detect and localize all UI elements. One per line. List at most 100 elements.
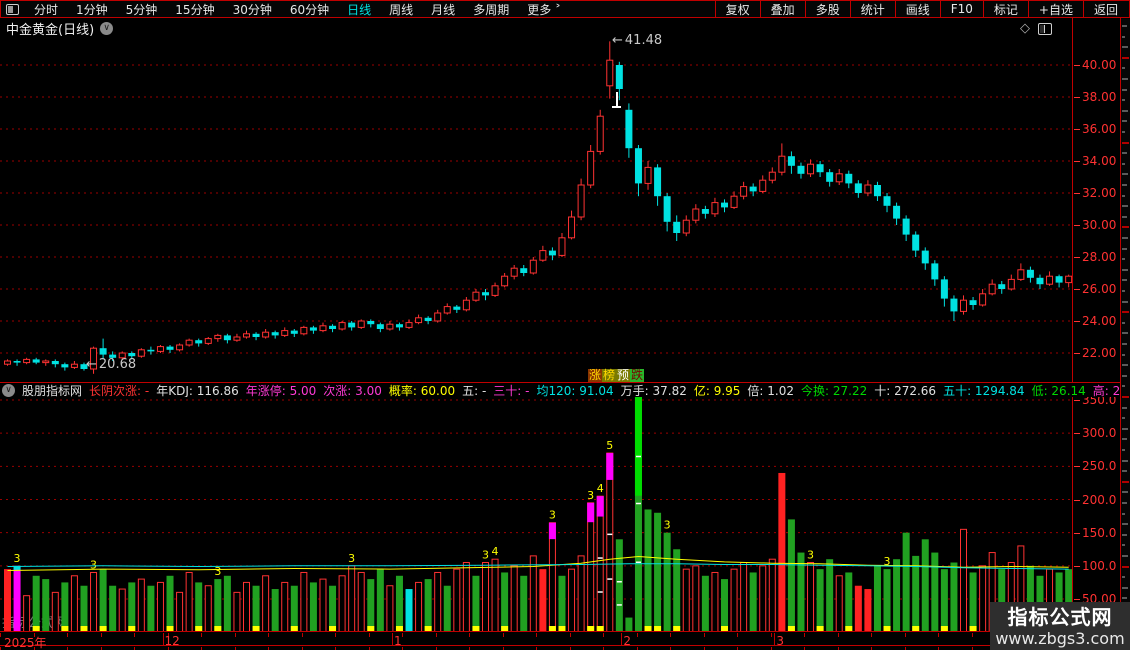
action-item-7[interactable]: +自选	[1038, 2, 1073, 17]
period-item-2[interactable]: 5分钟	[125, 2, 158, 17]
volume-panel[interactable]: 指标公式网3333343345333	[0, 397, 1072, 632]
period-item-8[interactable]: 月线	[431, 2, 456, 17]
chart-titlebar: 中金黄金(日线) ∨ ◇	[0, 18, 1130, 38]
indicator-field-6: 五: -	[462, 383, 487, 398]
action-item-4[interactable]: 画线	[905, 2, 930, 17]
signal-tag: 涨榜预跌	[588, 369, 644, 382]
watermark: 指标公式网 www.zbgs3.com	[990, 602, 1130, 650]
price-label: 40.00	[1082, 58, 1117, 72]
axis-separator	[1072, 18, 1073, 650]
indicator-field-2: 年KDJ: 116.86	[156, 383, 239, 398]
chevron-down-icon[interactable]: ∨	[100, 21, 114, 35]
price-label: 38.00	[1082, 90, 1117, 104]
indicator-field-14: 五十: 1294.84	[943, 383, 1025, 398]
watermark-url: www.zbgs3.com	[995, 628, 1125, 648]
top-toolbar: 分时 1分钟 5分钟 15分钟 30分钟 60分钟 日线 周线 月线 多周期 更多 ˃ 复权 叠加 多股…	[0, 0, 1130, 18]
low-annotation: 20.68	[86, 357, 136, 372]
indicator-field-15: 低: 26.14	[1031, 383, 1086, 398]
mouse-cursor	[616, 92, 618, 107]
volume-count-label: 3	[348, 552, 355, 565]
action-item-0[interactable]: 复权	[725, 2, 750, 17]
period-item-7[interactable]: 周线	[389, 2, 414, 17]
period-item-10[interactable]: 更多 ˃	[527, 2, 562, 17]
ma-line-cyan	[7, 563, 1069, 570]
diamond-icon[interactable]: ◇	[1020, 21, 1030, 36]
indicator-field-8: 均120: 91.04	[536, 383, 614, 398]
price-label: 22.00	[1082, 346, 1117, 360]
signal-tag-char-0: 涨	[588, 368, 602, 382]
date-label: 2025年	[4, 636, 47, 650]
split-window-icon[interactable]	[6, 3, 19, 15]
period-item-6[interactable]: 日线	[347, 2, 372, 17]
action-menu: 复权 叠加 多股 统计 画线 F10 标记 +自选 返回	[714, 1, 1128, 17]
candles-group	[4, 41, 1072, 374]
volume-count-label: 3	[587, 489, 594, 502]
period-item-9[interactable]: 多周期	[473, 2, 510, 17]
indicator-collapse-icon[interactable]: ∨	[2, 383, 15, 397]
volume-count-label: 3	[482, 549, 489, 562]
signal-tag-char-3: 跌	[630, 368, 644, 382]
candlestick-chart[interactable]	[0, 38, 1072, 381]
volume-count-label: 3	[90, 558, 97, 571]
action-item-3[interactable]: 统计	[860, 2, 885, 17]
high-annotation: 41.48	[612, 33, 662, 48]
indicator-field-1: 长阴次涨: -	[89, 383, 150, 398]
price-label: 26.00	[1082, 282, 1117, 296]
price-label: 30.00	[1082, 218, 1117, 232]
indicator-header: ∨ 股朋指标网 长阴次涨: - 年KDJ: 116.86 年涨停: 5.00 次涨: 3.…	[0, 382, 1120, 397]
date-label: 3	[776, 634, 784, 648]
ma-line-yellow	[7, 555, 1069, 571]
volume-count-label: 3	[884, 555, 891, 568]
date-label: 12	[164, 634, 180, 648]
volume-label: 300.0	[1082, 426, 1117, 441]
indicator-field-5: 概率: 60.00	[388, 383, 456, 398]
volume-label: 250.0	[1082, 459, 1117, 474]
action-item-6[interactable]: 标记	[993, 2, 1018, 17]
period-item-4[interactable]: 30分钟	[232, 2, 272, 17]
period-item-3[interactable]: 15分钟	[175, 2, 215, 17]
indicator-field-10: 亿: 9.95	[693, 383, 741, 398]
price-label: 32.00	[1082, 186, 1117, 200]
indicator-field-3: 年涨停: 5.00	[245, 383, 317, 398]
date-label: 2	[623, 634, 632, 648]
right-strip-border	[1120, 18, 1121, 650]
price-label: 24.00	[1082, 314, 1117, 328]
volume-count-label: 3	[214, 565, 221, 578]
volume-count-label: 3	[14, 552, 21, 565]
period-item-0[interactable]: 分时	[34, 2, 59, 17]
volume-bars-group	[4, 397, 1072, 632]
volume-count-label: 3	[807, 549, 814, 562]
volume-count-label: 4	[492, 545, 499, 558]
indicator-field-4: 次涨: 3.00	[323, 383, 382, 398]
mouse-cursor-base	[612, 106, 621, 108]
panel-split-icon[interactable]	[1038, 22, 1052, 35]
indicator-field-9: 万手: 37.82	[620, 383, 687, 398]
volume-count-label: 3	[664, 519, 671, 532]
indicator-field-12: 今换: 27.22	[801, 383, 868, 398]
volume-label: 150.0	[1082, 525, 1117, 540]
action-item-2[interactable]: 多股	[815, 2, 840, 17]
volume-count-label: 4	[597, 482, 604, 495]
period-menu: 分时 1分钟 5分钟 15分钟 30分钟 60分钟 日线 周线 月线 多周期 更多 ˃	[25, 1, 570, 17]
price-label: 34.00	[1082, 154, 1117, 168]
indicator-field-0: 股朋指标网	[22, 383, 83, 398]
chart-title: 中金黄金(日线)	[6, 22, 95, 38]
indicator-field-7: 三十: -	[493, 383, 530, 398]
volume-label: 100.0	[1082, 558, 1117, 573]
volume-label: 200.0	[1082, 492, 1117, 507]
indicator-field-16: 高: 26.84	[1092, 383, 1120, 398]
right-strip[interactable]	[1121, 19, 1130, 650]
period-item-5[interactable]: 60分钟	[289, 2, 330, 17]
action-item-8[interactable]: 返回	[1093, 2, 1118, 17]
volume-count-label: 3	[549, 509, 556, 522]
signal-tag-char-2: 预	[616, 368, 630, 382]
price-axis: 40.00 38.00 36.00 34.00 32.00 30.00 28.00 26.00…	[1073, 0, 1120, 650]
indicator-field-11: 倍: 1.02	[747, 383, 794, 398]
period-item-1[interactable]: 1分钟	[76, 2, 108, 17]
action-item-1[interactable]: 叠加	[770, 2, 795, 17]
price-label: 28.00	[1082, 250, 1117, 264]
action-item-5[interactable]: F10	[950, 2, 973, 16]
date-label: 1	[393, 634, 402, 648]
date-axis: 2025年 12 1 2 3	[0, 631, 1073, 650]
